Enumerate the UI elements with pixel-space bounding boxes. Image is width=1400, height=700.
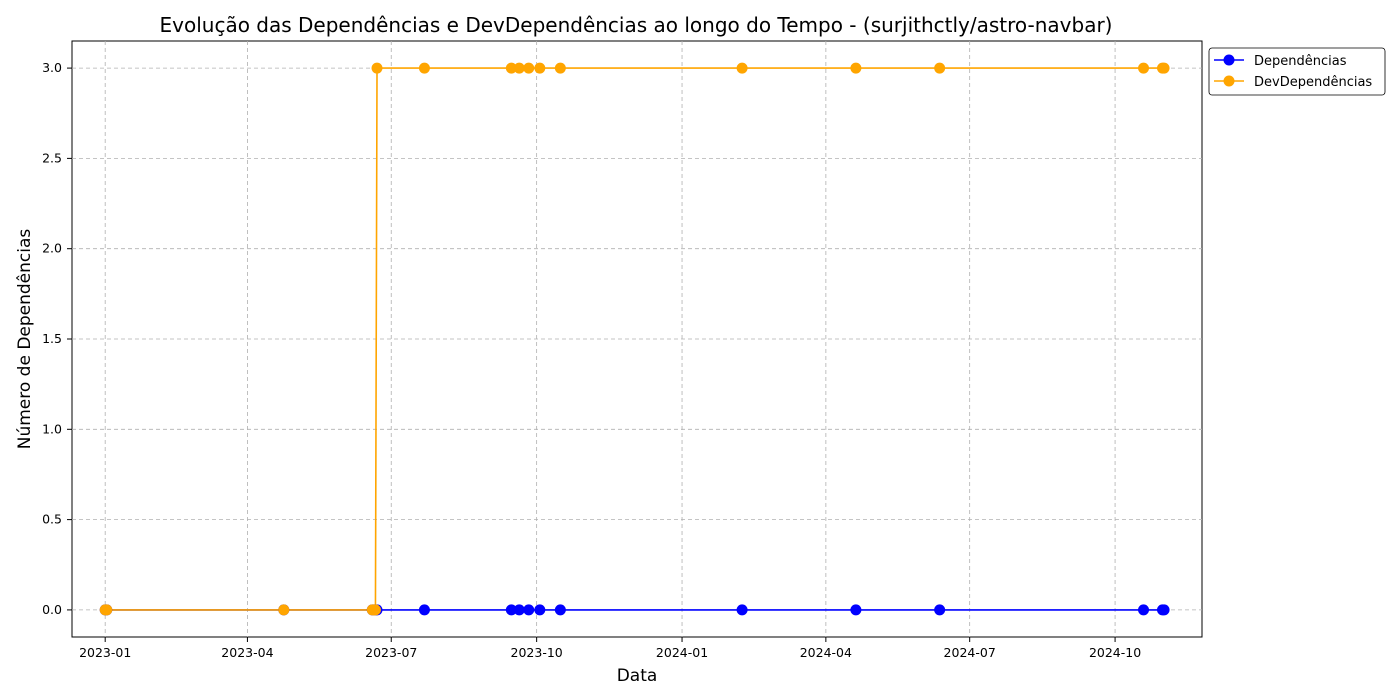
y-tick-label: 0.0	[42, 602, 62, 617]
x-tick-label: 2023-01	[79, 645, 131, 660]
y-tick-label: 1.0	[42, 421, 62, 436]
y-tick-label: 1.5	[42, 331, 62, 346]
series-points	[99, 62, 1170, 616]
x-tick-label: 2023-07	[365, 645, 417, 660]
x-tick-label: 2023-10	[511, 645, 563, 660]
x-tick-label: 2023-04	[221, 645, 273, 660]
x-axis: 2023-01 2023-04 2023-07 2023-10 2024-01 2024-…	[79, 637, 1141, 660]
legend-marker-0	[1223, 54, 1235, 66]
legend-label-0: Dependências	[1254, 54, 1347, 69]
data-point-series-1	[736, 62, 748, 74]
y-axis: 0.0 0.5 1.0 1.5 2.0 2.5 3.0	[42, 60, 72, 617]
data-point-series-0	[1158, 604, 1170, 616]
data-point-series-1	[934, 62, 946, 74]
data-point-series-0	[554, 604, 566, 616]
y-tick-label: 3.0	[42, 60, 62, 75]
y-tick-label: 2.5	[42, 150, 62, 165]
data-point-series-1	[369, 604, 381, 616]
y-tick-label: 0.5	[42, 512, 62, 527]
data-point-series-1	[554, 62, 566, 74]
data-point-series-0	[523, 604, 535, 616]
legend-marker-1	[1223, 75, 1235, 87]
y-axis-label: Número de Dependências	[15, 229, 35, 450]
x-tick-label: 2024-07	[944, 645, 996, 660]
x-tick-label: 2024-04	[800, 645, 852, 660]
x-tick-label: 2024-10	[1089, 645, 1141, 660]
data-point-series-0	[505, 604, 517, 616]
data-point-series-1	[513, 62, 525, 74]
data-point-series-0	[934, 604, 946, 616]
data-point-series-1	[1158, 62, 1170, 74]
data-point-series-0	[418, 604, 430, 616]
data-point-series-0	[850, 604, 862, 616]
data-point-series-1	[278, 604, 290, 616]
chart-title: Evolução das Dependências e DevDependênc…	[160, 13, 1113, 37]
data-point-series-1	[523, 62, 535, 74]
data-point-series-0	[513, 604, 525, 616]
data-point-series-0	[736, 604, 748, 616]
legend-box	[1208, 47, 1386, 96]
x-axis-label: Data	[617, 666, 658, 686]
data-point-series-0	[1138, 604, 1150, 616]
legend: Dependências DevDependências	[1208, 47, 1386, 96]
data-point-series-1	[534, 62, 546, 74]
data-point-series-1	[505, 62, 517, 74]
x-tick-label: 2024-01	[656, 645, 708, 660]
data-point-series-1	[101, 604, 113, 616]
data-point-series-1	[850, 62, 862, 74]
data-point-series-1	[371, 62, 383, 74]
legend-label-1: DevDependências	[1254, 75, 1372, 90]
data-point-series-1	[1138, 62, 1150, 74]
y-tick-label: 2.0	[42, 241, 62, 256]
data-point-series-1	[418, 62, 430, 74]
data-point-series-0	[534, 604, 546, 616]
